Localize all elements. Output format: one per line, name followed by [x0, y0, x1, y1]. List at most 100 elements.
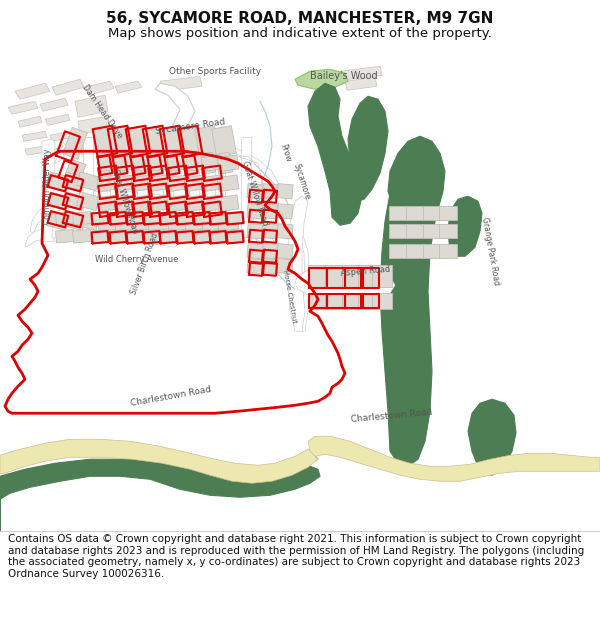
- Polygon shape: [184, 195, 206, 212]
- Polygon shape: [160, 76, 202, 91]
- Polygon shape: [110, 138, 120, 238]
- Polygon shape: [146, 152, 164, 174]
- Polygon shape: [167, 195, 189, 212]
- Polygon shape: [389, 244, 407, 258]
- Polygon shape: [22, 131, 47, 141]
- Polygon shape: [193, 229, 211, 243]
- Polygon shape: [184, 155, 206, 172]
- Polygon shape: [56, 211, 74, 225]
- Polygon shape: [277, 259, 293, 274]
- Polygon shape: [406, 244, 424, 258]
- Polygon shape: [114, 215, 136, 232]
- Text: Sycamore Road: Sycamore Road: [155, 117, 226, 136]
- Polygon shape: [91, 229, 109, 243]
- Polygon shape: [73, 229, 91, 243]
- Polygon shape: [163, 152, 181, 174]
- Polygon shape: [348, 96, 388, 201]
- Polygon shape: [184, 175, 206, 192]
- Polygon shape: [147, 155, 169, 172]
- Polygon shape: [125, 229, 145, 243]
- Polygon shape: [147, 175, 169, 192]
- Polygon shape: [56, 229, 74, 243]
- Polygon shape: [77, 212, 100, 231]
- Polygon shape: [0, 439, 318, 483]
- Polygon shape: [62, 172, 85, 191]
- Polygon shape: [277, 224, 293, 239]
- Polygon shape: [277, 184, 293, 199]
- Polygon shape: [47, 192, 70, 211]
- Polygon shape: [277, 204, 293, 219]
- Text: Contains OS data © Crown copyright and database right 2021. This information is : Contains OS data © Crown copyright and d…: [8, 534, 584, 579]
- Polygon shape: [80, 136, 110, 155]
- Polygon shape: [201, 175, 223, 192]
- Polygon shape: [0, 459, 320, 531]
- Polygon shape: [217, 215, 239, 232]
- Polygon shape: [342, 293, 362, 309]
- Polygon shape: [201, 195, 223, 212]
- Text: Silver Birch Road: Silver Birch Road: [130, 231, 160, 296]
- Polygon shape: [325, 265, 345, 288]
- Polygon shape: [77, 172, 100, 191]
- Text: Charlestown Road: Charlestown Road: [130, 385, 212, 408]
- Polygon shape: [389, 224, 407, 238]
- Polygon shape: [406, 224, 424, 238]
- Polygon shape: [406, 206, 424, 220]
- Polygon shape: [131, 195, 153, 212]
- Polygon shape: [25, 145, 50, 155]
- Polygon shape: [77, 192, 100, 211]
- Polygon shape: [97, 195, 119, 212]
- Polygon shape: [75, 95, 108, 118]
- Polygon shape: [215, 152, 233, 174]
- Polygon shape: [262, 244, 278, 259]
- Polygon shape: [389, 206, 407, 220]
- Polygon shape: [50, 131, 72, 141]
- Polygon shape: [295, 69, 348, 89]
- Polygon shape: [178, 126, 202, 157]
- Polygon shape: [372, 265, 392, 288]
- Polygon shape: [325, 293, 345, 309]
- Polygon shape: [42, 139, 55, 241]
- Polygon shape: [423, 224, 441, 238]
- Polygon shape: [114, 195, 136, 212]
- Polygon shape: [131, 215, 153, 232]
- Polygon shape: [380, 159, 438, 466]
- Polygon shape: [201, 215, 223, 232]
- Text: Bailey's Wood: Bailey's Wood: [310, 71, 377, 81]
- Polygon shape: [189, 138, 199, 238]
- Polygon shape: [439, 206, 457, 220]
- Polygon shape: [167, 155, 189, 172]
- Polygon shape: [217, 175, 239, 192]
- Polygon shape: [262, 184, 278, 199]
- Polygon shape: [137, 138, 147, 238]
- Polygon shape: [15, 83, 50, 99]
- Polygon shape: [247, 204, 263, 219]
- Text: Goat Willow Road: Goat Willow Road: [110, 168, 140, 234]
- Polygon shape: [40, 98, 68, 111]
- Polygon shape: [128, 83, 195, 161]
- Polygon shape: [45, 114, 70, 125]
- Polygon shape: [115, 81, 142, 93]
- Text: Sycamore: Sycamore: [292, 162, 312, 201]
- Polygon shape: [130, 152, 146, 174]
- Polygon shape: [388, 136, 445, 228]
- Polygon shape: [143, 229, 161, 243]
- Polygon shape: [73, 211, 91, 225]
- Polygon shape: [247, 244, 263, 259]
- Polygon shape: [176, 229, 194, 243]
- Polygon shape: [448, 196, 482, 256]
- Polygon shape: [262, 204, 278, 219]
- Polygon shape: [158, 211, 178, 225]
- Polygon shape: [125, 211, 145, 225]
- Polygon shape: [18, 116, 42, 128]
- Polygon shape: [147, 195, 169, 212]
- Polygon shape: [160, 126, 184, 157]
- Polygon shape: [372, 293, 392, 309]
- Polygon shape: [308, 436, 600, 481]
- Polygon shape: [215, 138, 225, 238]
- Polygon shape: [114, 155, 136, 172]
- Polygon shape: [184, 215, 206, 232]
- Polygon shape: [83, 138, 93, 238]
- Polygon shape: [114, 175, 136, 192]
- Polygon shape: [78, 116, 110, 138]
- Polygon shape: [109, 211, 127, 225]
